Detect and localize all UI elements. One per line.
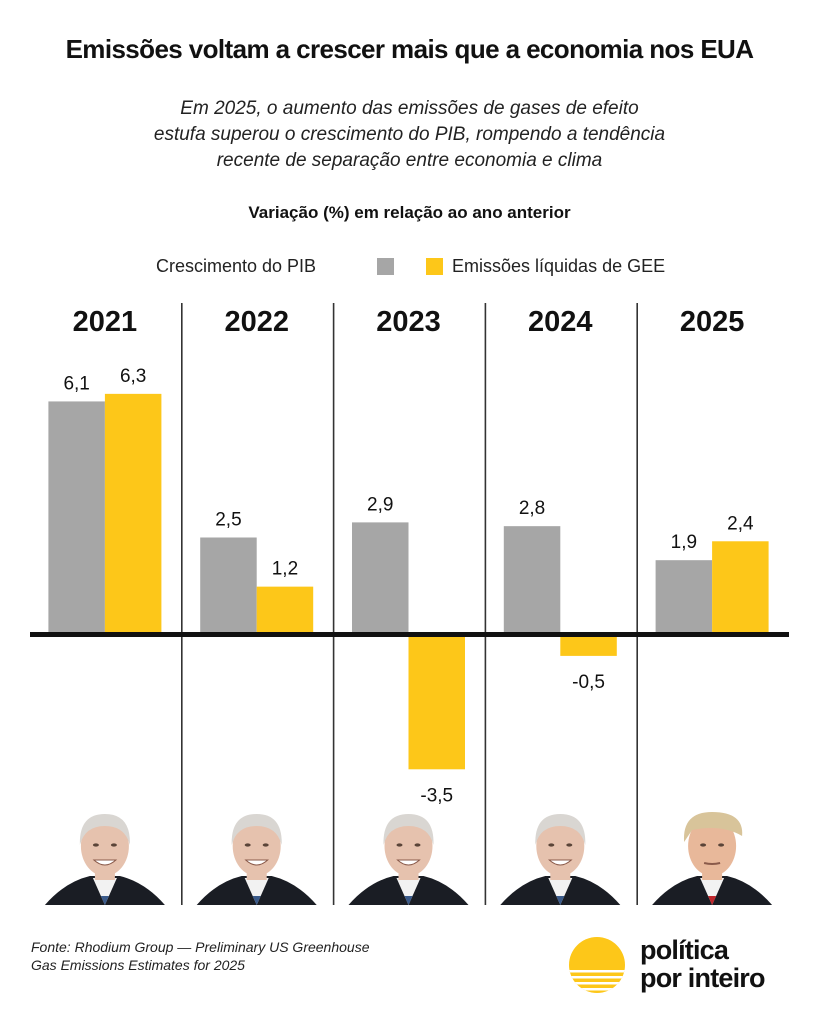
trump-portrait [652, 812, 773, 905]
logo-line: por inteiro [640, 963, 766, 993]
legend-label-emissions: Emissões líquidas de GEE [452, 256, 666, 276]
subtitle-line: estufa superou o crescimento do PIB, rom… [153, 124, 666, 145]
biden-portrait [44, 814, 165, 905]
chart-title: Emissões voltam a crescer mais que a eco… [65, 34, 754, 64]
legend-swatch-emissions [426, 258, 443, 275]
bar-chart: 2021 6,1 6,3 2022 2,5 1,2 2023 2,9 -3,5 2024 2,8 -0… [30, 303, 789, 905]
bar-gdp [503, 526, 561, 632]
source-line: Gas Emissions Estimates for 2025 [31, 957, 245, 973]
biden-portrait [196, 814, 317, 905]
data-label: -0,5 [572, 672, 605, 693]
data-label: 6,1 [63, 373, 89, 394]
chart-subtitle: Em 2025, o aumento das emissões de gases… [100, 96, 719, 174]
bar-emissions [104, 393, 162, 632]
subtitle-line: recente de separação entre economia e cl… [216, 150, 603, 171]
logo-wordmark: política por inteiro [640, 935, 766, 993]
legend-swatch-gdp [377, 258, 394, 275]
data-label: 2,9 [367, 494, 393, 515]
sun-over-water-icon [569, 937, 625, 993]
subtitle-line: Em 2025, o aumento das emissões de gases… [180, 98, 639, 119]
legend: Crescimento do PIB Emissões líquidas de … [0, 254, 819, 280]
bar-emissions [408, 637, 465, 770]
bar-gdp [200, 537, 257, 632]
bar-gdp [655, 560, 713, 632]
year-label: 2022 [224, 306, 289, 338]
zero-baseline [30, 632, 789, 637]
data-label: 1,2 [272, 559, 298, 580]
source-note: Fonte: Rhodium Group — Preliminary US Gr… [31, 938, 369, 974]
biden-portrait [348, 814, 469, 905]
logo-line: política [640, 935, 729, 965]
brand-logo: política por inteiro [568, 936, 808, 998]
source-line: Fonte: Rhodium Group — Preliminary US Gr… [31, 939, 370, 955]
bar-emissions [560, 637, 617, 656]
data-label: 2,8 [519, 498, 545, 519]
bar-gdp [352, 522, 409, 632]
bar-gdp [48, 401, 105, 632]
year-label: 2023 [376, 306, 441, 338]
year-label: 2024 [528, 306, 593, 338]
bar-emissions [712, 541, 769, 632]
data-label: 2,5 [215, 510, 241, 531]
year-label: 2021 [73, 306, 138, 338]
biden-portrait [500, 814, 621, 905]
legend-label-gdp: Crescimento do PIB [156, 256, 317, 276]
year-label: 2025 [680, 306, 745, 338]
data-label: 2,4 [727, 513, 754, 534]
data-label: 6,3 [120, 366, 146, 387]
chart-heading: Variação (%) em relação ao ano anterior [248, 203, 571, 222]
bar-emissions [256, 586, 314, 632]
data-label: 1,9 [671, 532, 697, 553]
data-label: -3,5 [420, 785, 453, 806]
